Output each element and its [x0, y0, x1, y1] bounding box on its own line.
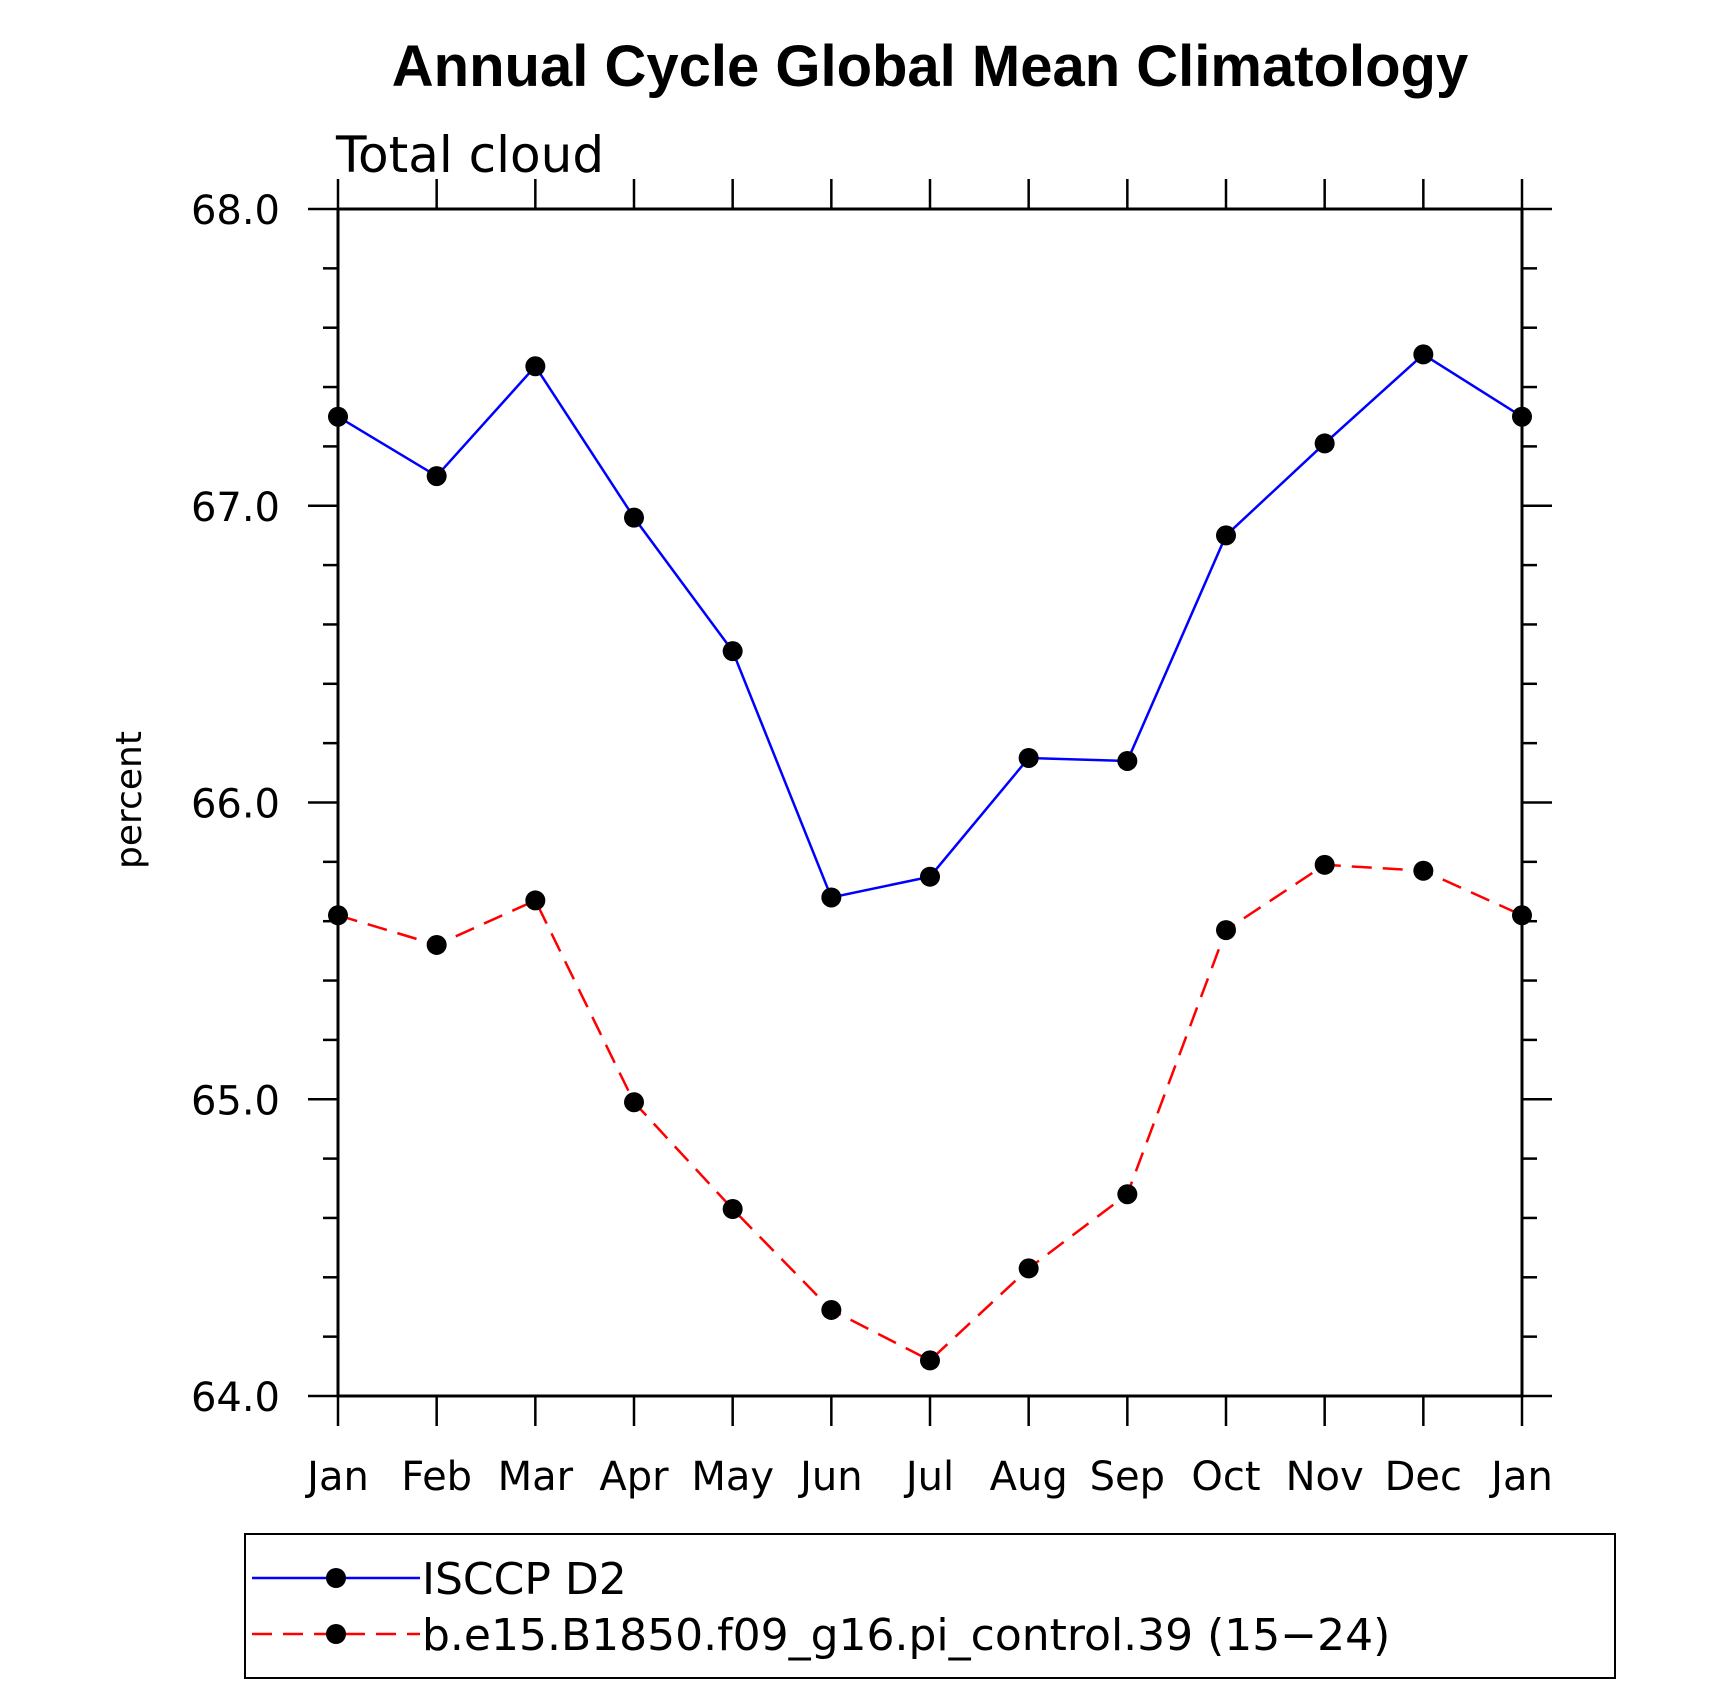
chart-subtitle: Total cloud	[335, 126, 604, 184]
series-2-point	[1314, 854, 1335, 875]
legend-label-series-2: b.e15.B1850.f09_g16.pi_control.39 (15−24…	[422, 1610, 1390, 1661]
x-tick-label: Sep	[1090, 1454, 1165, 1500]
series-2-point	[1117, 1184, 1138, 1205]
series-1-point	[1512, 406, 1532, 427]
y-tick-label: 64.0	[191, 1375, 280, 1421]
series-1-point	[624, 507, 644, 528]
series-group	[328, 344, 1532, 1371]
y-tick-label: 66.0	[191, 782, 280, 828]
x-tick-label: Jan	[1488, 1454, 1553, 1500]
series-2-point	[1413, 860, 1434, 881]
series-1-point	[1216, 525, 1236, 546]
series-2-point	[328, 905, 348, 926]
series-2-point	[426, 934, 447, 955]
series-1-point	[1018, 747, 1039, 768]
series-1-point	[821, 887, 842, 908]
series-2-point	[525, 890, 546, 911]
series-1-point	[426, 466, 447, 487]
x-tick-label: Oct	[1191, 1454, 1260, 1500]
legend-marker-series-2	[326, 1624, 346, 1644]
x-tick-label: Apr	[599, 1454, 669, 1500]
y-tick-label: 67.0	[191, 485, 280, 531]
series-2-point	[821, 1299, 842, 1320]
legend-marker-series-1	[326, 1568, 346, 1588]
x-tick-label: Jan	[304, 1454, 369, 1500]
y-tick-label: 68.0	[191, 188, 280, 234]
series-2-point	[624, 1092, 644, 1113]
legend: ISCCP D2 b.e15.B1850.f09_g16.pi_control.…	[244, 1533, 1616, 1679]
series-1-point	[1117, 750, 1138, 771]
series-2-point	[1216, 920, 1236, 941]
x-tick-label: Nov	[1286, 1454, 1364, 1500]
legend-box	[244, 1533, 1616, 1679]
x-tick-label: Aug	[990, 1454, 1068, 1500]
x-tick-label: May	[691, 1454, 774, 1500]
x-tick-label: Jul	[903, 1454, 954, 1500]
series-1-point	[722, 641, 743, 662]
y-axis-label: percent	[109, 731, 150, 869]
series-1-point	[328, 406, 348, 427]
series-1-point	[920, 866, 940, 887]
x-tick-label: Jun	[797, 1454, 863, 1500]
y-tick-label: 65.0	[191, 1078, 280, 1124]
series-1-point	[1413, 344, 1434, 365]
x-tick-label: Mar	[498, 1454, 574, 1500]
legend-label-series-1: ISCCP D2	[422, 1554, 627, 1605]
series-2-point	[1018, 1258, 1039, 1279]
series-2-point	[1512, 905, 1532, 926]
x-axis-ticks: Jan Feb Mar Apr May Jun Jul Aug Sep Oct Nov Dec Jan	[304, 179, 1553, 1500]
x-tick-label: Feb	[401, 1454, 472, 1500]
series-line-2	[337, 863, 1523, 1362]
series-1-point	[525, 356, 546, 377]
y-axis-ticks: 64.0 65.0 66.0 67.0 68.0	[191, 188, 1552, 1421]
series-2-point	[920, 1350, 940, 1371]
series-line-1	[337, 352, 1523, 899]
series-1-point	[1314, 433, 1335, 454]
series-2-point	[722, 1199, 743, 1220]
chart-title: Annual Cycle Global Mean Climatology	[392, 34, 1468, 99]
x-tick-label: Dec	[1385, 1454, 1462, 1500]
